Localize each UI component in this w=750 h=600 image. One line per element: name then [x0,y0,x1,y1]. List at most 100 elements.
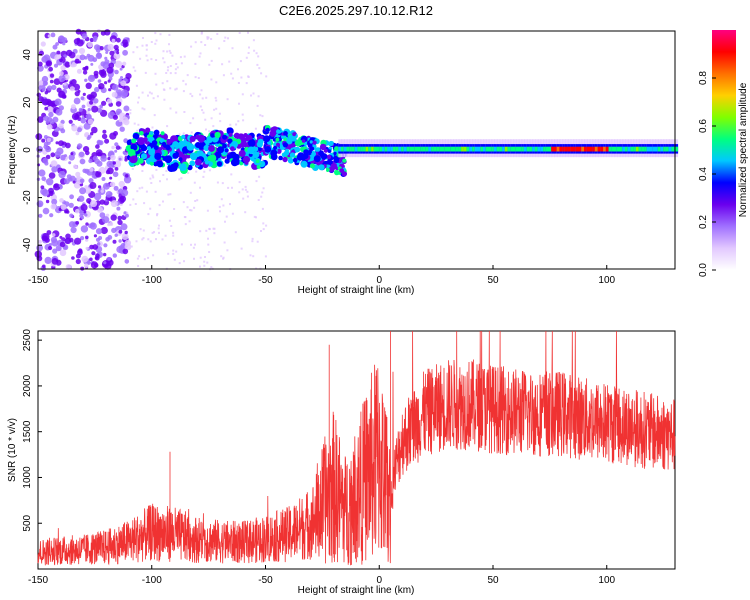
spectrogram-cell [663,146,668,152]
spectrogram-cell [74,165,79,169]
spectrogram-cell [141,170,144,172]
spectrogram-cell [219,210,221,213]
spectrogram-cell [118,112,126,120]
spectrogram-cell [229,203,231,206]
spectrogram-cell [60,204,67,210]
spectrogram-cell [230,140,238,149]
spectrogram-cell [81,33,88,40]
spectrogram-cell [63,82,67,86]
spectrogram-cell [261,191,264,194]
spectrogram-cell [162,174,165,176]
spectrogram-cell [70,152,74,156]
spectrogram-cell [42,157,49,164]
spectrogram-cell [152,97,155,100]
spectrogram-cell [197,77,200,79]
spectrogram-cell [250,94,252,97]
spectrogram-cell [262,228,265,231]
spectrogram-cell [55,141,59,145]
spectrogram-cell [261,115,264,118]
spectrogram-cell [87,134,92,139]
spectrogram-cell [124,259,130,264]
spectrogram-cell [187,171,190,174]
spectrogram-cell [118,118,123,123]
spectrogram-cell [114,167,119,171]
snr-x-tick-label: 50 [487,575,499,586]
spectrogram-cell [455,146,460,152]
spectrogram-cell [43,135,48,139]
spectrogram-cell [189,152,198,161]
spectrogram-cell [333,151,337,156]
colorbar-tick-label: 0.0 [698,263,709,277]
spectrogram-cell [392,146,397,152]
spectrogram-cell [166,178,168,181]
spectrogram-cell [83,210,87,214]
spectrogram-cell [178,262,181,265]
spectrogram-cell [212,125,215,128]
spectrogram-cell [107,223,111,227]
spectrogram-cell [75,221,80,225]
spectrogram-cell [346,146,351,152]
spectrogram-cell [406,146,411,152]
spectrogram-cell [53,183,61,191]
colorbar-gradient [712,30,736,270]
spectrogram-cell [69,175,76,182]
spectrogram-cell [40,185,45,190]
spectrogram-cell [189,92,192,95]
spectrogram-cell [142,229,145,232]
spectrogram-cell [200,89,203,92]
spectrogram-cell [172,249,175,252]
spectrogram-cell [254,127,257,130]
spectrogram-cell [493,146,498,152]
spectrogram-cell [156,160,162,167]
spectrogram-cell [137,265,140,267]
spectrogram-cell [507,146,512,152]
spectrogram-x-tick-label: 0 [376,275,382,286]
spectrogram-cell [244,160,249,165]
spectrogram-cell [203,144,210,152]
spectrogram-cell [376,146,381,152]
spectrogram-cell [49,79,54,84]
spectrogram-x-tick-label: 50 [487,275,499,286]
spectrogram-cell [120,223,128,231]
spectrogram-cell [469,146,474,152]
spectrogram-cell [90,132,94,136]
spectrogram-cell [222,256,225,259]
spectrogram-cell [69,194,74,200]
spectrogram-cell [224,158,230,164]
spectrogram-cell [186,143,195,151]
spectrogram-cell [318,164,325,171]
spectrogram-cell [584,146,588,152]
spectrogram-cell [523,146,528,152]
spectrogram-cell [88,158,93,164]
spectrogram-cell [262,222,265,225]
spectrogram-cells [34,28,679,271]
spectrogram-cell [112,161,117,165]
spectrogram-cell [46,124,53,130]
spectrogram-cell [206,261,209,264]
spectrogram-cell [206,209,209,212]
spectrogram-cell [657,146,662,152]
colorbar-ticks: 0.0 0.2 0.4 0.6 0.8 [698,71,716,277]
spectrogram-cell [223,40,226,42]
spectrogram-cell [674,146,679,152]
spectrogram-cell [193,206,196,209]
spectrogram-cell [230,72,233,75]
spectrogram-cell [152,176,155,179]
spectrogram-cell [195,170,198,173]
spectrogram-cell [119,67,123,71]
spectrogram-cell [136,257,139,260]
spectrogram-cell [111,145,115,150]
spectrogram-cell [252,92,255,95]
spectrogram-cell [56,50,61,55]
spectrogram-cell [158,224,160,227]
spectrogram-cell [102,182,110,190]
spectrogram-cell [635,146,640,152]
spectrogram-cell [261,158,264,161]
spectrogram-cell [116,37,121,43]
spectrogram-cell [48,66,53,72]
spectrogram-cell [196,199,199,202]
spectrogram-cell [95,237,101,242]
spectrogram-cell [169,51,172,54]
snr-x-label: Height of straight line (km) [298,585,415,596]
